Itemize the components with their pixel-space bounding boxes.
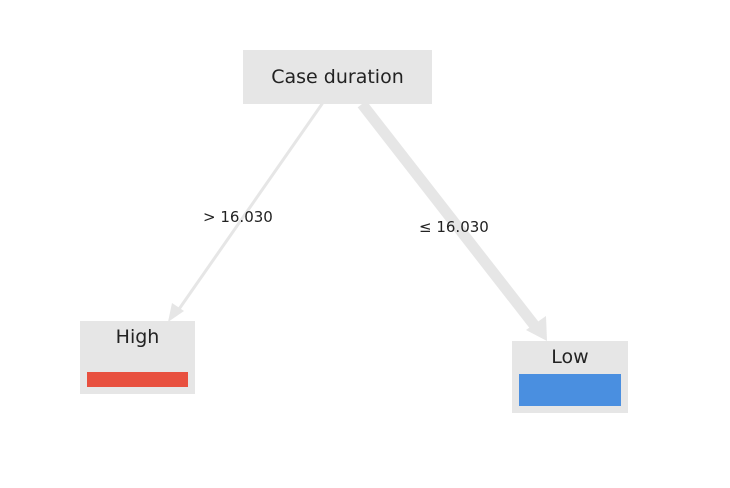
leaf-low-label: Low bbox=[551, 346, 589, 368]
edge-label-less-equal: ≤ 16.030 bbox=[419, 218, 489, 236]
edge-right-arrowhead bbox=[526, 316, 547, 341]
leaf-high-bar bbox=[87, 372, 188, 387]
edge-left-arrowhead bbox=[168, 303, 184, 322]
edge-left-line bbox=[175, 102, 324, 314]
edge-label-greater-than: > 16.030 bbox=[203, 208, 273, 226]
leaf-low-bar bbox=[519, 374, 621, 406]
leaf-node-low[interactable]: Low bbox=[512, 341, 628, 413]
leaf-node-high[interactable]: High bbox=[80, 321, 195, 394]
root-node-label: Case duration bbox=[271, 66, 404, 88]
edge-right-line bbox=[357, 100, 543, 334]
leaf-high-label: High bbox=[115, 326, 160, 348]
root-node-case-duration[interactable]: Case duration bbox=[243, 50, 432, 104]
